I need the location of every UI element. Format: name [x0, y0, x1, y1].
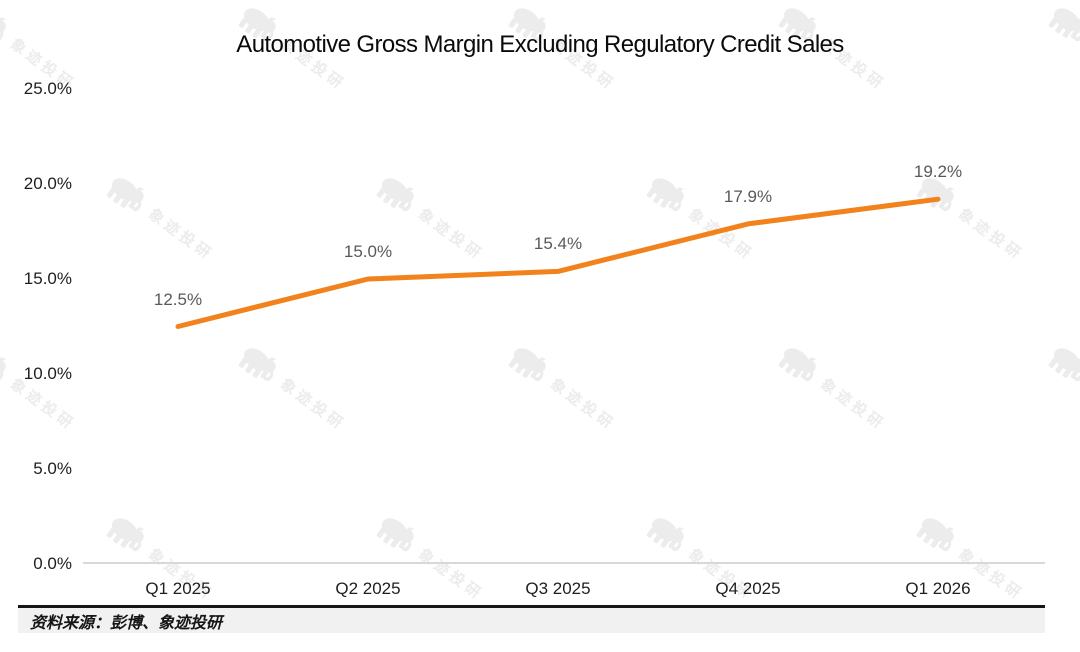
watermark: 象迹投研: [773, 340, 893, 438]
source-text: 资料来源：彭博、象迹投研: [30, 614, 223, 632]
watermark: 象迹投研: [1043, 0, 1080, 98]
x-axis-line: [83, 562, 1045, 564]
y-axis-tick-label: 15.0%: [23, 269, 72, 288]
data-point-label: 15.4%: [533, 234, 583, 254]
elephant-icon: [508, 8, 547, 42]
elephant-icon: [376, 518, 415, 552]
x-axis-tick-label: Q2 2025: [335, 579, 401, 598]
elephant-icon: [238, 348, 277, 382]
watermark: 象迹投研: [503, 340, 623, 438]
watermark: 象迹投研: [641, 510, 761, 608]
elephant-icon: [106, 518, 145, 552]
watermark: 象迹投研: [0, 340, 83, 438]
data-point-label: 15.0%: [343, 242, 393, 261]
watermark: 象迹投研: [101, 510, 221, 608]
watermark: 象迹投研: [1043, 340, 1080, 438]
watermark: 象迹投研: [503, 0, 623, 98]
x-axis-tick-label: Q1 2026: [905, 579, 971, 598]
elephant-icon: [0, 357, 7, 382]
elephant-icon: [778, 8, 817, 42]
elephant-icon: [0, 17, 7, 42]
watermark: 象迹投研: [911, 510, 1031, 608]
elephant-icon: [1048, 348, 1080, 382]
chart-title: Automotive Gross Margin Excluding Regula…: [236, 31, 844, 58]
watermark: 象迹投研: [773, 0, 893, 98]
elephant-icon: [778, 348, 817, 382]
watermark: 象迹投研: [101, 170, 221, 268]
x-axis-tick-label: Q1 2025: [145, 579, 211, 598]
trend-line: [175, 196, 941, 329]
x-axis-tick-label: Q3 2025: [525, 579, 591, 598]
data-point-label: 19.2%: [913, 162, 963, 182]
elephant-icon: [106, 178, 145, 212]
watermark: 象迹投研: [233, 0, 353, 98]
data-point-label: 17.9%: [723, 186, 773, 206]
source-bar: 资料来源：彭博、象迹投研: [18, 605, 1045, 633]
data-point-label: 12.5%: [153, 289, 203, 309]
elephant-icon: [508, 348, 547, 382]
elephant-icon: [1048, 8, 1080, 42]
x-axis-tick-label: Q4 2025: [715, 579, 781, 598]
watermark: 象迹投研: [0, 0, 83, 98]
y-axis-tick-label: 25.0%: [23, 79, 72, 98]
y-axis-tick-label: 5.0%: [33, 459, 72, 478]
y-axis-tick-label: 0.0%: [33, 554, 72, 573]
watermark: 象迹投研: [371, 510, 491, 608]
elephant-icon: [916, 518, 955, 552]
elephant-icon: [238, 8, 277, 42]
y-axis-tick-label: 10.0%: [23, 364, 72, 383]
watermark: 象迹投研: [233, 340, 353, 438]
elephant-icon: [646, 518, 685, 552]
y-axis-tick-label: 20.0%: [23, 174, 72, 193]
